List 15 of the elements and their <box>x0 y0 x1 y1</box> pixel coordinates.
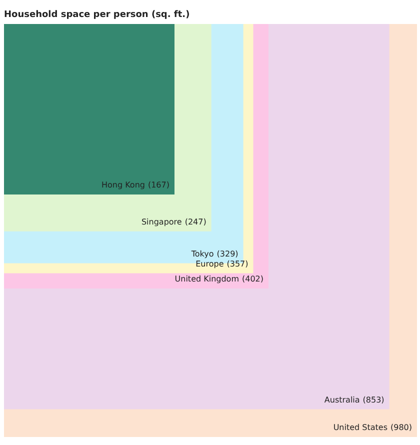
data-label: (853) <box>362 395 384 404</box>
data-label: (167) <box>148 180 170 190</box>
category-label: United Kingdom <box>174 274 240 284</box>
data-label: (329) <box>216 249 238 258</box>
category-label: Singapore <box>141 217 182 226</box>
data-label: (980) <box>390 423 412 432</box>
data-label: (357) <box>226 259 248 268</box>
data-label: (402) <box>242 274 264 284</box>
category-label: Tokyo <box>190 249 214 258</box>
data-label: (247) <box>184 217 206 226</box>
category-label: United States <box>333 423 388 432</box>
text: Household space per person (sq. ft.) <box>4 10 190 20</box>
category-label: Australia <box>324 395 360 404</box>
category-label: Europe <box>196 259 224 268</box>
category-label: Hong Kong <box>101 180 145 190</box>
